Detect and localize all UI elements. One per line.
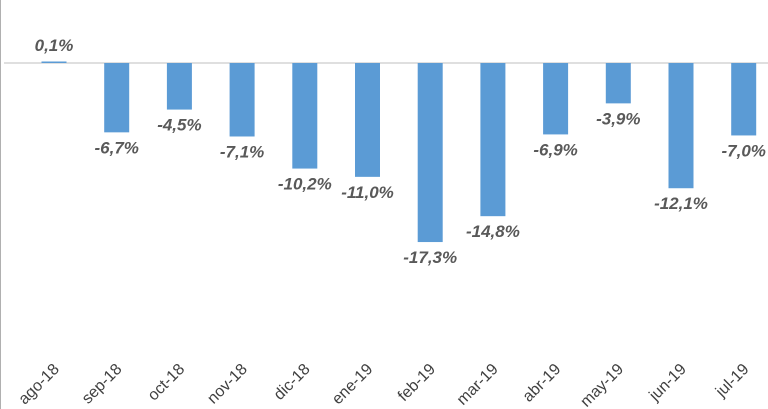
bar-ene-19 (355, 63, 380, 177)
bar-jun-19 (668, 63, 694, 189)
bar-oct-18 (166, 63, 192, 110)
x-tick-label-ene-19: ene-19 (329, 361, 376, 408)
x-tick-label-ago-18: ago-18 (16, 361, 63, 408)
x-tick-label-feb-19: feb-19 (395, 361, 439, 405)
data-label-ene-19: -11,0% (341, 183, 394, 202)
x-tick-label-abr-19: abr-19 (520, 361, 565, 406)
data-label-jul-19: -7,0% (721, 141, 765, 160)
bar-dic-18 (292, 63, 318, 169)
data-label-sep-18: -6,7% (94, 138, 138, 157)
bar-feb-19 (417, 63, 443, 243)
x-tick-label-jun-19: jun-19 (646, 361, 690, 405)
x-tick-label-sep-18: sep-18 (79, 361, 126, 408)
data-label-feb-19: -17,3% (403, 248, 457, 267)
x-tick-label-nov-18: nov-18 (204, 361, 251, 408)
x-tick-label-may-19: may-19 (577, 361, 627, 409)
bar-sep-18 (104, 63, 130, 133)
x-tick-label-dic-18: dic-18 (271, 361, 314, 404)
data-label-ago-18: 0,1% (35, 36, 74, 55)
data-label-may-19: -3,9% (596, 109, 640, 128)
data-label-nov-18: -7,1% (220, 142, 264, 161)
bar-abr-19 (543, 63, 569, 135)
x-tick-label-jul-19: jul-19 (712, 361, 752, 401)
data-label-abr-19: -6,9% (533, 140, 577, 159)
data-label-jun-19: -12,1% (654, 194, 708, 213)
bar-may-19 (605, 63, 631, 104)
data-label-oct-18: -4,5% (157, 116, 201, 135)
x-tick-label-mar-19: mar-19 (454, 361, 502, 409)
bar-jul-19 (731, 63, 757, 136)
bar-ago-18 (41, 61, 67, 63)
x-tick-label-oct-18: oct-18 (145, 361, 189, 405)
data-label-mar-19: -14,8% (466, 222, 520, 241)
data-label-dic-18: -10,2% (278, 175, 332, 194)
bar-mar-19 (480, 63, 506, 217)
bar-nov-18 (229, 63, 255, 137)
